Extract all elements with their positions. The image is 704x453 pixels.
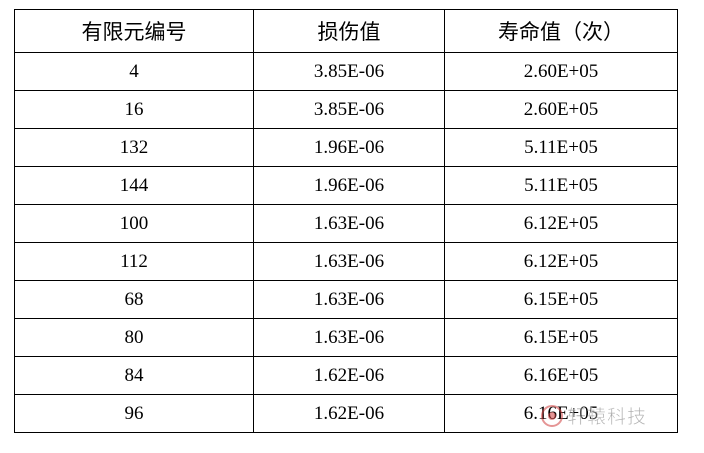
table-row: 144 1.96E-06 5.11E+05 [14, 166, 678, 205]
cell-life-cycles: 6.16E+05 [444, 394, 678, 433]
cell-damage-value: 1.63E-06 [253, 242, 445, 281]
table-row: 68 1.63E-06 6.15E+05 [14, 280, 678, 319]
cell-element-id: 144 [14, 166, 254, 205]
cell-life-cycles: 2.60E+05 [444, 90, 678, 129]
cell-element-id: 132 [14, 128, 254, 167]
table-row: 84 1.62E-06 6.16E+05 [14, 356, 678, 395]
cell-element-id: 112 [14, 242, 254, 281]
header-element-id: 有限元编号 [14, 9, 254, 53]
cell-life-cycles: 6.15E+05 [444, 280, 678, 319]
cell-damage-value: 3.85E-06 [253, 90, 445, 129]
cell-life-cycles: 6.12E+05 [444, 242, 678, 281]
table-row: 100 1.63E-06 6.12E+05 [14, 204, 678, 243]
cell-element-id: 16 [14, 90, 254, 129]
table-row: 16 3.85E-06 2.60E+05 [14, 90, 678, 129]
cell-damage-value: 1.96E-06 [253, 128, 445, 167]
cell-life-cycles: 2.60E+05 [444, 52, 678, 91]
header-life-cycles: 寿命值（次） [444, 9, 678, 53]
cell-element-id: 84 [14, 356, 254, 395]
table-row: 80 1.63E-06 6.15E+05 [14, 318, 678, 357]
cell-damage-value: 1.96E-06 [253, 166, 445, 205]
table-row: 132 1.96E-06 5.11E+05 [14, 128, 678, 167]
cell-element-id: 68 [14, 280, 254, 319]
cell-element-id: 96 [14, 394, 254, 433]
cell-damage-value: 3.85E-06 [253, 52, 445, 91]
cell-element-id: 80 [14, 318, 254, 357]
header-row: 有限元编号 损伤值 寿命值（次） [14, 9, 678, 53]
cell-life-cycles: 5.11E+05 [444, 128, 678, 167]
cell-element-id: 4 [14, 52, 254, 91]
cell-damage-value: 1.63E-06 [253, 280, 445, 319]
cell-damage-value: 1.62E-06 [253, 356, 445, 395]
table-row: 96 1.62E-06 6.16E+05 [14, 394, 678, 433]
life-results-table: 有限元编号 损伤值 寿命值（次） 4 3.85E-06 2.60E+05 16 3.85… [14, 9, 678, 433]
cell-element-id: 100 [14, 204, 254, 243]
table-body: 4 3.85E-06 2.60E+05 16 3.85E-06 2.60E+05 132 1.… [14, 52, 678, 433]
cell-life-cycles: 6.16E+05 [444, 356, 678, 395]
cell-life-cycles: 6.15E+05 [444, 318, 678, 357]
cell-damage-value: 1.63E-06 [253, 204, 445, 243]
cell-damage-value: 1.62E-06 [253, 394, 445, 433]
cell-life-cycles: 5.11E+05 [444, 166, 678, 205]
cell-damage-value: 1.63E-06 [253, 318, 445, 357]
cell-life-cycles: 6.12E+05 [444, 204, 678, 243]
table-row: 112 1.63E-06 6.12E+05 [14, 242, 678, 281]
header-damage-value: 损伤值 [253, 9, 445, 53]
table-row: 4 3.85E-06 2.60E+05 [14, 52, 678, 91]
